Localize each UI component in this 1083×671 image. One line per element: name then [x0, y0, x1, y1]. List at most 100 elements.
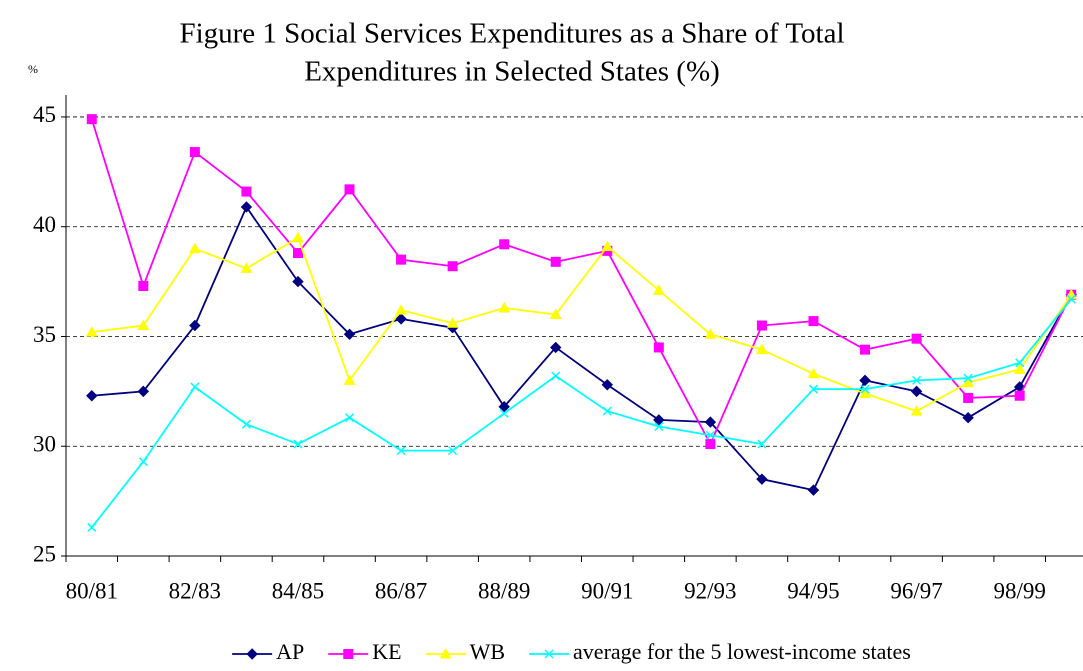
marker [137, 319, 150, 330]
marker [448, 446, 458, 456]
marker [602, 406, 612, 416]
x-tick-label: 98/99 [993, 578, 1045, 603]
marker [704, 328, 717, 339]
marker [241, 419, 251, 429]
legend-label: average for the 5 lowest-income states [573, 639, 911, 664]
marker [807, 367, 820, 379]
marker [757, 439, 767, 449]
legend-label: KE [372, 639, 401, 664]
marker [807, 484, 820, 496]
marker [808, 384, 819, 394]
marker [601, 240, 614, 251]
marker [189, 242, 201, 254]
marker [396, 254, 407, 265]
marker [544, 649, 554, 659]
legend-item: AP [232, 639, 304, 664]
marker [86, 114, 97, 125]
marker [447, 261, 458, 272]
marker [756, 473, 768, 485]
marker [549, 308, 562, 320]
series-line [90, 118, 1073, 447]
marker [343, 649, 354, 659]
y-tick-label: 35 [33, 322, 56, 347]
x-tick-label: 88/89 [478, 578, 530, 603]
marker [601, 379, 613, 391]
marker [704, 416, 717, 428]
y-tick-label: 30 [33, 432, 56, 457]
marker [962, 376, 974, 388]
marker [292, 231, 304, 243]
marker [912, 375, 922, 385]
marker [963, 392, 974, 403]
legend-label: WB [470, 639, 505, 664]
marker [705, 430, 715, 440]
series-line [91, 236, 1072, 413]
marker [498, 301, 511, 313]
marker [652, 284, 665, 295]
marker [240, 201, 253, 213]
marker [292, 275, 304, 288]
legend-label: AP [276, 639, 304, 664]
marker [705, 439, 716, 450]
x-tick-label: 96/97 [890, 578, 942, 603]
marker [911, 333, 922, 344]
marker [962, 411, 974, 424]
legend: AP KE WB average for the 5 lowest-income st… [232, 639, 911, 664]
marker [653, 414, 665, 426]
marker [240, 262, 253, 273]
marker [344, 413, 355, 423]
marker [1015, 358, 1025, 368]
marker [1066, 294, 1076, 304]
marker [499, 239, 510, 250]
marker [910, 405, 923, 416]
marker [343, 374, 356, 385]
series-line [91, 205, 1073, 492]
marker [85, 326, 98, 337]
marker [293, 439, 303, 449]
marker [860, 344, 871, 355]
marker [446, 317, 459, 328]
marker [1013, 363, 1026, 374]
marker [756, 320, 767, 331]
marker [344, 184, 355, 195]
marker [499, 408, 509, 418]
y-tick-label: 25 [33, 541, 56, 566]
marker [395, 313, 407, 325]
marker [396, 446, 406, 456]
marker [1014, 390, 1025, 401]
marker [550, 341, 562, 354]
marker [859, 374, 871, 387]
y-tick-label: 40 [33, 212, 56, 237]
marker [241, 186, 252, 197]
marker [551, 371, 561, 381]
marker [138, 280, 149, 291]
legend-item: KE [328, 639, 402, 664]
x-tick-label: 90/91 [581, 578, 633, 603]
x-tick-label: 84/85 [272, 578, 324, 603]
marker [859, 387, 871, 399]
marker [439, 647, 452, 659]
series-line [91, 298, 1072, 529]
marker [189, 147, 200, 158]
marker [246, 648, 258, 660]
marker [343, 328, 356, 340]
x-tick-label: 86/87 [375, 578, 427, 603]
marker [653, 342, 664, 353]
marker [910, 385, 923, 398]
marker [138, 457, 148, 467]
x-tick-label: 92/93 [684, 578, 736, 603]
x-tick-label: 94/95 [787, 578, 839, 603]
marker [137, 385, 150, 398]
marker [550, 256, 561, 267]
legend-item: average for the 5 lowest-income states [529, 639, 911, 664]
marker [756, 343, 768, 355]
marker [654, 421, 664, 432]
x-tick-label: 82/83 [169, 578, 221, 603]
marker [190, 382, 200, 392]
x-tick-label: 80/81 [66, 578, 118, 603]
marker [395, 304, 407, 315]
marker [860, 384, 870, 394]
marker [292, 248, 303, 259]
